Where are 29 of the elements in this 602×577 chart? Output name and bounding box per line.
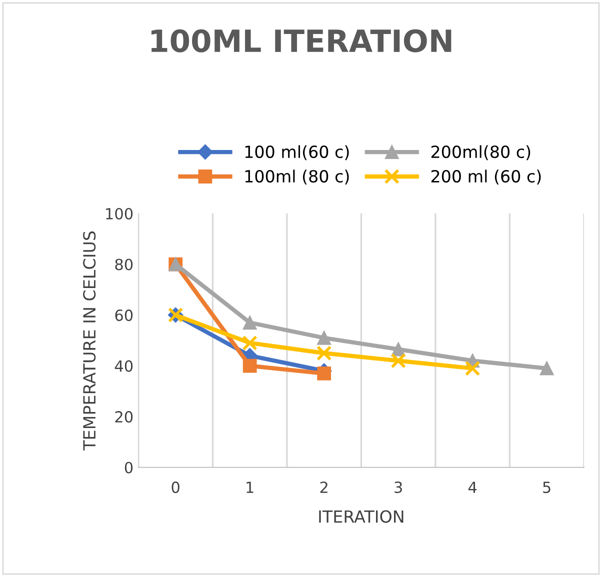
chart-title: 100ML ITERATION: [151, 29, 452, 52]
point: [540, 361, 554, 376]
x-tick-label: 3: [394, 482, 402, 494]
point: [316, 345, 332, 361]
legend-label: 200 ml (60 c): [431, 170, 541, 185]
legend-label: 100 ml(60 c): [245, 145, 349, 160]
point: [242, 335, 258, 351]
x-tick-label: 4: [468, 482, 477, 493]
y-tick-label: 80: [115, 258, 133, 270]
point: [242, 316, 257, 330]
point: [317, 366, 332, 380]
y-tick-label: 20: [115, 411, 133, 423]
y-tick-label: 100: [106, 208, 133, 220]
point: [464, 360, 480, 376]
y-tick-label: 60: [115, 310, 133, 322]
y-axis-title: TEMPERATURE IN CELCIUS: [83, 231, 96, 450]
x-tick-label: 1: [246, 482, 254, 493]
point: [391, 342, 406, 356]
x-axis-title: ITERATION: [319, 510, 404, 523]
point: [390, 353, 406, 368]
x-tick-label: 0: [172, 482, 180, 494]
y-tick-label: 0: [124, 462, 133, 474]
point: [317, 330, 332, 345]
point: [242, 358, 257, 373]
legend-label: 100ml (80 c): [245, 170, 349, 185]
x-tick-label: 2: [320, 482, 328, 493]
y-tick-label: 40: [114, 360, 133, 372]
legend-label: 200ml(80 c): [431, 145, 530, 160]
x-tick-label: 5: [543, 482, 550, 494]
